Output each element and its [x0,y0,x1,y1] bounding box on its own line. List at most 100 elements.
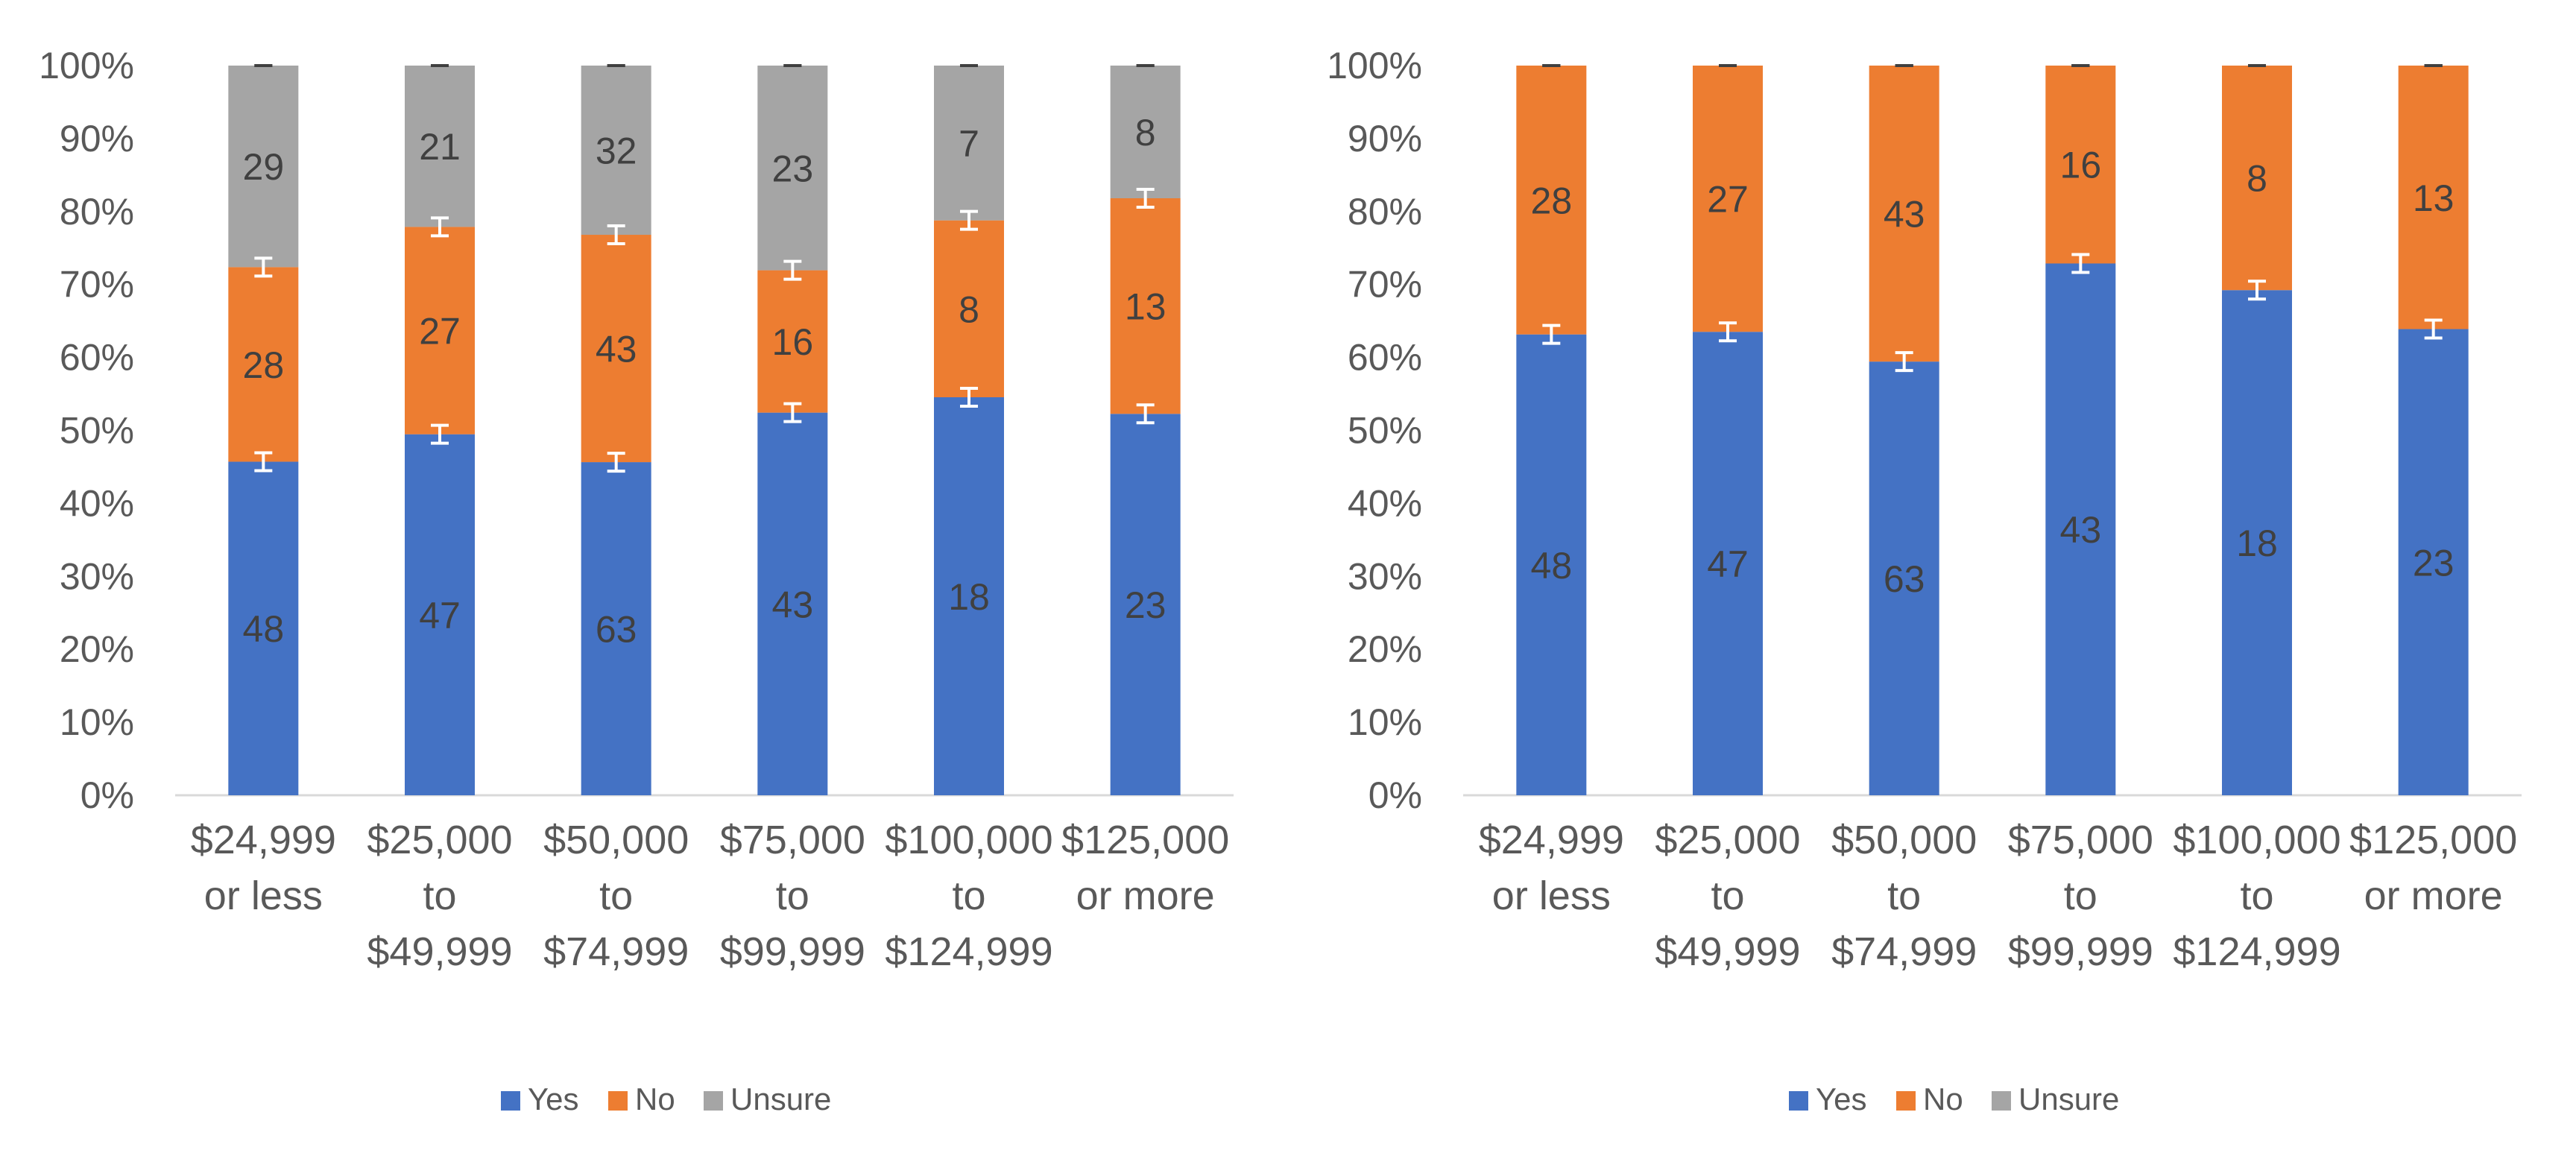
data-label-yes: 23 [2413,542,2455,584]
legend-label-no: No [1923,1081,1963,1116]
x-tick-label: $24,999 or less [191,818,336,918]
bar-unsure [228,66,299,268]
data-label-yes: 48 [243,608,285,650]
data-label-no: 8 [2247,158,2267,200]
error-bar [960,387,978,408]
bar-no [405,227,475,435]
x-tick-label: $125,000 or more [2349,818,2517,918]
x-tick-label: $125,000 or more [1061,818,1229,918]
bar-no [1693,66,1763,332]
error-bar [1719,321,1737,343]
error-bar [1136,403,1155,425]
data-label-no: 28 [243,344,285,386]
legend-label-yes: Yes [1816,1081,1867,1116]
data-label-no: 43 [1884,194,1925,236]
error-bar [254,451,273,473]
bar-no [2398,66,2469,329]
legend-label-yes: Yes [528,1081,579,1116]
data-label-no: 13 [2413,177,2455,219]
bar-yes [1516,334,1587,795]
legend-swatch-unsure [704,1091,723,1111]
legend-swatch-no [1896,1091,1916,1111]
data-label-no: 13 [1125,286,1167,328]
y-tick-label: 0% [80,774,134,816]
bar-no [934,220,1004,397]
error-bar [254,256,273,278]
data-label-unsure: 29 [243,146,285,188]
data-label-unsure: 7 [959,123,979,165]
y-tick-label: 10% [60,701,134,743]
data-label-no: 27 [1707,179,1749,221]
bar-yes [2398,329,2469,795]
x-tick-label: $100,000 to $124,999 [2173,818,2340,974]
chart-right: 0% 10% 20% 30% 40% 50% 60% 70% 80% 90% 100% 48 28 $24… [1288,0,2576,1156]
legend-swatch-yes [501,1091,520,1111]
bar-no [1869,66,1939,362]
y-tick-label: 40% [1348,482,1422,524]
data-label-unsure: 23 [772,148,814,189]
chart-right-svg: 0% 10% 20% 30% 40% 50% 60% 70% 80% 90% 100% 48 28 $24… [1327,45,2522,1116]
y-tick-label: 90% [1348,118,1422,159]
data-label-yes: 18 [948,576,990,618]
data-label-yes: 43 [2060,509,2102,551]
data-label-no: 43 [596,329,637,370]
bar-yes [2045,263,2116,795]
data-label-no: 28 [1531,180,1573,221]
y-tick-label: 80% [60,191,134,233]
error-bar [431,423,449,445]
y-tick-label: 60% [60,337,134,379]
chart-left-svg: 0% 10% 20% 30% 40% 50% 60% 70% 80% 90% 100% 48 28 29 $… [39,45,1234,1116]
bar-yes [1869,361,1939,796]
bar-yes [1693,332,1763,795]
legend-swatch-no [608,1091,628,1111]
legend-label-unsure: Unsure [730,1081,831,1116]
data-label-no: 27 [419,311,461,353]
bar-unsure [405,66,475,227]
error-bar [431,216,449,238]
legend-swatch-unsure [1992,1091,2011,1111]
bar-yes [1110,414,1181,795]
error-bar [1895,351,1913,373]
y-tick-label: 50% [60,410,134,452]
y-tick-label: 30% [60,555,134,597]
x-tick-label: $75,000 to $99,999 [720,818,865,974]
bar-unsure [934,66,1004,221]
data-label-no: 16 [2060,145,2102,186]
y-tick-label: 40% [60,482,134,524]
error-bar [783,402,802,423]
error-bar [960,209,978,231]
bar-no [1110,198,1181,414]
bar-yes [934,397,1004,795]
bar-yes [405,434,475,795]
legend: Yes No Unsure [501,1081,831,1116]
data-label-yes: 63 [596,609,637,651]
error-bar [607,224,625,246]
y-tick-label: 20% [1348,628,1422,670]
error-bar [2071,253,2090,274]
y-tick-label: 30% [1348,555,1422,597]
bar-yes [581,462,651,795]
y-tick-label: 80% [1348,191,1422,233]
bar-no [757,270,828,413]
bar-unsure [581,66,651,236]
data-label-yes: 18 [2236,522,2278,564]
bar-yes [757,412,828,795]
error-bar [783,259,802,281]
x-tick-label: $50,000 to $74,999 [543,818,689,974]
error-bar [2424,318,2443,340]
data-label-no: 16 [772,321,814,363]
data-label-yes: 47 [1707,543,1749,585]
data-label-unsure: 8 [1135,112,1156,154]
y-tick-label: 10% [1348,701,1422,743]
bar-no [228,267,299,462]
legend-label-no: No [635,1081,675,1116]
legend-label-unsure: Unsure [2018,1081,2119,1116]
y-tick-label: 70% [1348,264,1422,306]
data-label-yes: 43 [772,584,814,625]
data-label-no: 8 [959,288,979,330]
y-tick-label: 20% [60,628,134,670]
y-tick-label: 60% [1348,337,1422,379]
data-label-yes: 23 [1125,584,1167,626]
x-tick-label: $100,000 to $124,999 [885,818,1052,974]
error-bar [607,452,625,473]
